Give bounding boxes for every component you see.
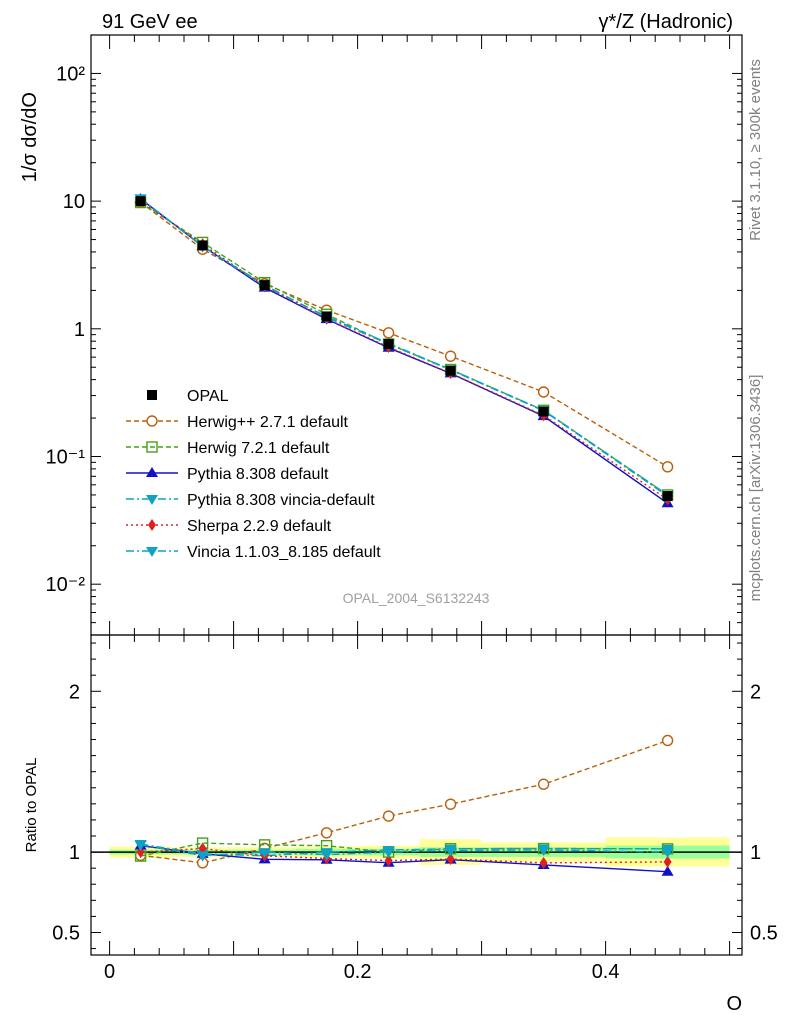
main-data-point — [537, 386, 550, 398]
legend-label-opal: OPAL — [187, 388, 229, 405]
main-y-axis-label: 1/σ dσ/dO — [19, 92, 41, 182]
ratio-plot-frame — [90, 634, 743, 956]
main-y-tick-label: 10⁻¹ — [46, 447, 86, 469]
ratio-y-tick-label-right: 1 — [750, 842, 761, 864]
ratio-data-point — [134, 840, 147, 851]
legend-marker — [148, 519, 156, 531]
ratio-data-point — [661, 865, 674, 876]
ratio-series-line — [140, 739, 668, 864]
main-y-tick-label: 1 — [74, 319, 85, 341]
ratio-data-point — [661, 734, 674, 747]
legend-marker — [146, 495, 158, 505]
opal-data-point — [321, 311, 332, 322]
ratio-data-point — [537, 845, 550, 856]
legend-label: Herwig 7.2.1 default — [187, 440, 330, 457]
mcplots-reference-text: mcplots.cern.ch [arXiv:1306.3436] — [747, 375, 764, 602]
main-y-tick-label: 10² — [56, 63, 85, 85]
header-right: γ*/Z (Hadronic) — [599, 11, 733, 33]
legend-marker — [146, 547, 158, 557]
x-tick-label: 0.4 — [592, 961, 620, 983]
ratio-data-point — [661, 848, 674, 859]
main-series-line — [140, 201, 668, 468]
opal-data-point — [383, 339, 394, 350]
x-axis-label: O — [726, 993, 742, 1015]
ratio-data-point — [196, 851, 209, 862]
ratio-data-point — [136, 846, 145, 859]
axis-ticks: 10⁻² 10⁻¹ 1 10 10² 0.5 0.5 1 1 2 2 0 0.2 0.4 — [46, 34, 778, 983]
main-y-tick-label: 10 — [63, 191, 85, 213]
opal-data-point — [135, 196, 146, 207]
analysis-watermark: OPAL_2004_S6132243 — [343, 590, 490, 606]
legend-label: Sherpa 2.2.9 default — [187, 518, 332, 535]
legend-marker-opal — [147, 390, 157, 400]
ratio-data-point — [320, 827, 333, 839]
ratio-data-point — [663, 855, 672, 868]
ratio-series-line — [140, 844, 668, 873]
main-series-line — [140, 200, 668, 501]
ratio-data-point — [384, 854, 393, 867]
legend-marker — [146, 467, 158, 477]
legend-marker — [146, 415, 158, 427]
main-data-point — [382, 327, 395, 339]
ratio-y-tick-label: 1 — [69, 842, 80, 864]
ratio-data-point — [444, 798, 457, 810]
ratio-data-point — [539, 856, 548, 869]
ratio-y-axis-label: Ratio to OPAL — [23, 758, 40, 853]
opal-data-point — [662, 491, 673, 502]
main-y-tick-label: 10⁻² — [46, 574, 86, 596]
ratio-series-line — [140, 842, 668, 857]
header-left: 91 GeV ee — [102, 11, 198, 33]
opal-data-point — [197, 240, 208, 251]
opal-data-point — [259, 280, 270, 291]
main-series-line — [140, 201, 668, 496]
legend: OPAL Herwig++ 2.7.1 default Herwig 7.2.1 d… — [126, 388, 381, 561]
legend-marker — [146, 441, 158, 453]
legend-label: Pythia 8.308 vincia-default — [187, 492, 375, 509]
legend-label: Herwig++ 2.7.1 default — [187, 414, 349, 431]
main-data-point — [661, 461, 674, 473]
opal-data-point — [538, 406, 549, 417]
x-tick-label: 0 — [104, 961, 115, 983]
ratio-data-point — [320, 850, 333, 861]
ratio-series-line — [140, 844, 668, 857]
opal-data-point — [445, 365, 456, 376]
rivet-version-text: Rivet 3.1.10, ≥ 300k events — [747, 59, 764, 241]
main-data-point — [444, 350, 457, 362]
ratio-y-tick-label: 2 — [69, 681, 80, 703]
ratio-data-point — [198, 842, 207, 855]
ratio-data-point — [382, 810, 395, 822]
ratio-data-point — [446, 853, 455, 865]
ratio-y-tick-label: 0.5 — [52, 922, 80, 944]
x-tick-label: 0.2 — [344, 961, 372, 983]
ratio-data-point — [537, 778, 550, 790]
legend-label: Vincia 1.1.03_8.185 default — [187, 544, 381, 561]
ratio-series-line — [140, 843, 668, 857]
ratio-data-point — [444, 846, 457, 857]
ratio-data-point — [382, 848, 395, 859]
ratio-y-tick-label-right: 0.5 — [750, 922, 778, 944]
series-layer — [134, 192, 674, 876]
ratio-y-tick-label-right: 2 — [750, 681, 761, 703]
ratio-data-point — [258, 848, 271, 859]
legend-label: Pythia 8.308 default — [187, 466, 329, 483]
